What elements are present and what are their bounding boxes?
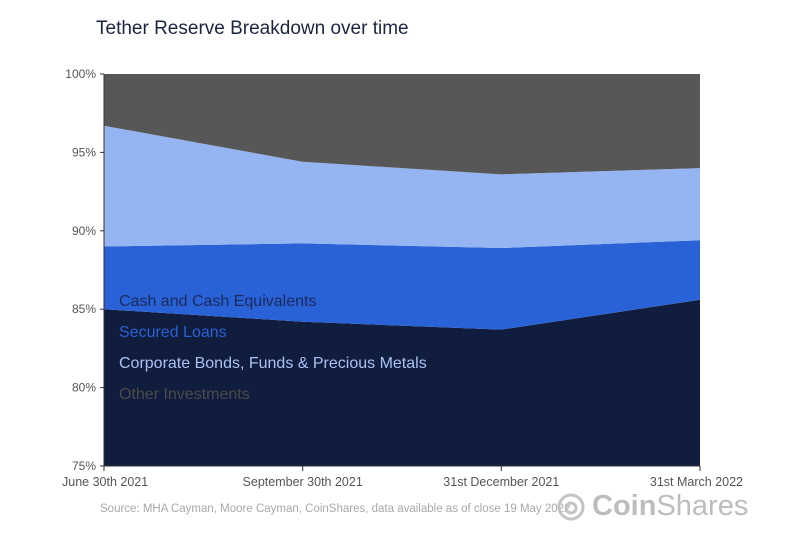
x-tick-label: 31st December 2021	[443, 475, 559, 489]
source-note: Source: MHA Cayman, Moore Cayman, CoinSh…	[100, 503, 571, 515]
area-series-2	[104, 125, 700, 249]
x-tick-label: June 30th 2021	[62, 475, 148, 489]
logo-text-light: Shares	[656, 490, 749, 522]
x-tick-label: 31st March 2022	[650, 475, 743, 489]
legend-label: Corporate Bonds, Funds & Precious Metals	[119, 355, 427, 372]
y-tick-label: 85%	[72, 302, 96, 316]
legend-label: Other Investments	[119, 386, 250, 403]
legend-label: Cash and Cash Equivalents	[119, 293, 316, 310]
logo-text-bold: Coin	[592, 490, 657, 522]
y-tick-label: 95%	[72, 145, 96, 159]
y-tick-label: 75%	[72, 459, 96, 473]
y-tick-label: 90%	[72, 224, 96, 238]
coinshares-logo-icon	[557, 493, 585, 520]
coinshares-logo: Coin Shares	[556, 490, 748, 523]
chart-title: Tether Reserve Breakdown over time	[96, 18, 409, 39]
x-tick-label: September 30th 2021	[243, 475, 363, 489]
legend-label: Secured Loans	[119, 324, 227, 341]
y-tick-label: 80%	[72, 381, 96, 395]
area-series-3	[104, 74, 700, 175]
area-series-0	[104, 299, 700, 466]
area-series-1	[104, 240, 700, 330]
y-tick-label: 100%	[65, 67, 96, 81]
